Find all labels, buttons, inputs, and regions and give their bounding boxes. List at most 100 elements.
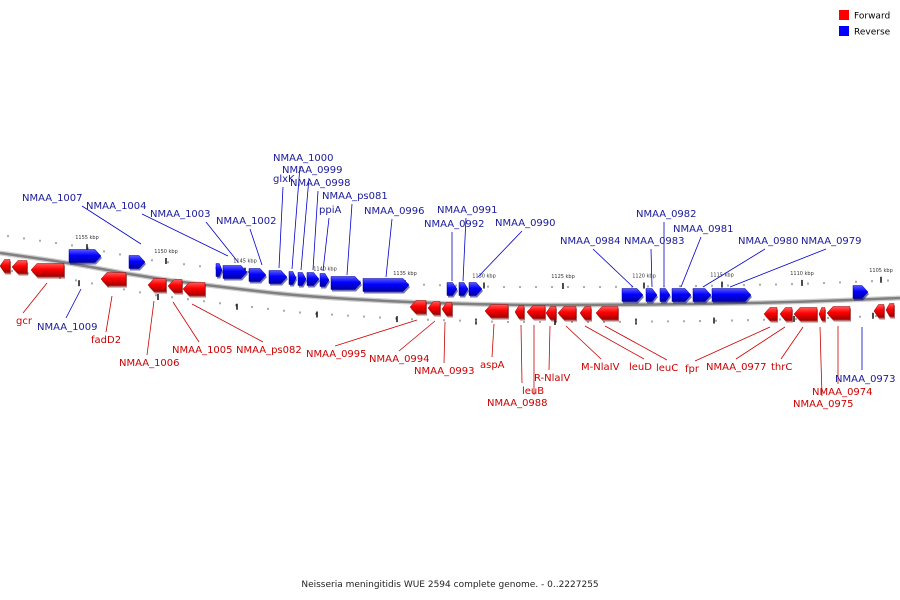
gene-label[interactable]: NMAA_1007	[22, 193, 83, 204]
gene-label[interactable]: NMAA_1000	[273, 153, 334, 164]
tick-label: 1120 kbp	[632, 274, 656, 280]
gene-label[interactable]: NMAA_0994	[369, 354, 430, 365]
gene-label[interactable]: NMAA_0973	[835, 374, 896, 385]
reverse-gene-arrow[interactable]	[306, 272, 320, 286]
legend-label-forward: Forward	[854, 12, 890, 22]
gene-label[interactable]: NMAA_0999	[282, 165, 343, 176]
forward-leader-line	[443, 321, 446, 364]
reverse-gene-arrow[interactable]	[446, 282, 458, 296]
gene-label[interactable]: fpr	[685, 364, 700, 375]
gene-label[interactable]: NMAA_0990	[495, 218, 556, 229]
forward-gene-arrow[interactable]	[763, 307, 778, 321]
gene-label[interactable]: NMAA_1003	[150, 209, 211, 220]
forward-gene-arrow[interactable]	[409, 300, 427, 314]
gene-label[interactable]: leuB	[522, 386, 544, 397]
reverse-gene-arrow[interactable]	[222, 265, 248, 279]
reverse-gene-arrow[interactable]	[645, 288, 658, 302]
reverse-gene-arrow[interactable]	[215, 263, 223, 277]
reverse-gene-arrow[interactable]	[68, 249, 102, 263]
forward-gene-arrow[interactable]	[885, 303, 895, 317]
gene-label[interactable]: NMAA_0998	[290, 178, 351, 189]
forward-gene-arrow[interactable]	[545, 306, 557, 320]
gene-label[interactable]: NMAA_0991	[437, 205, 498, 216]
genome-caption: Neisseria meningitidis WUE 2594 complete…	[301, 580, 598, 590]
forward-gene-arrow[interactable]	[818, 307, 826, 321]
gene-label[interactable]: NMAA_0992	[424, 219, 485, 230]
reverse-gene-arrow[interactable]	[297, 272, 307, 286]
reverse-leader-line	[65, 288, 82, 319]
forward-gene-arrow[interactable]	[514, 305, 525, 319]
reverse-gene-arrow[interactable]	[711, 288, 752, 302]
gene-label[interactable]: NMAA_0983	[624, 236, 685, 247]
forward-gene-arrow[interactable]	[441, 302, 453, 316]
gene-label[interactable]: gcr	[16, 316, 33, 327]
gene-label[interactable]: NMAA_0979	[801, 236, 862, 247]
forward-gene-arrow[interactable]	[484, 304, 509, 318]
reverse-gene-arrow[interactable]	[268, 270, 288, 284]
forward-gene-arrow[interactable]	[826, 306, 851, 320]
forward-gene-arrow[interactable]	[779, 307, 793, 321]
gene-label[interactable]: leuC	[656, 363, 678, 374]
gene-label[interactable]: NMAA_0995	[306, 349, 367, 360]
reverse-gene-arrow[interactable]	[128, 255, 146, 269]
forward-leader-line	[780, 326, 804, 360]
gene-label[interactable]: ppiA	[319, 205, 341, 216]
gene-label[interactable]: NMAA_0980	[738, 236, 799, 247]
legend-swatch-forward	[839, 10, 849, 20]
gene-label[interactable]: NMAA_1004	[86, 201, 147, 212]
gene-label[interactable]: M-NlaIV	[581, 362, 620, 373]
reverse-leader-line	[592, 248, 634, 288]
reverse-gene-arrow[interactable]	[852, 285, 869, 299]
gene-label[interactable]: NMAA_1009	[37, 322, 98, 333]
reverse-gene-arrow[interactable]	[458, 282, 469, 296]
gene-label[interactable]: NMAA_0981	[673, 224, 734, 235]
gene-label[interactable]: fadD2	[91, 335, 121, 346]
reverse-gene-arrow[interactable]	[330, 276, 362, 290]
reverse-gene-arrow[interactable]	[671, 288, 692, 302]
forward-gene-arrow[interactable]	[873, 304, 885, 318]
gene-label[interactable]: NMAA_0977	[706, 362, 767, 373]
reverse-gene-arrow[interactable]	[692, 288, 712, 302]
reverse-gene-arrow[interactable]	[248, 268, 267, 282]
gene-label[interactable]: aspA	[480, 360, 505, 371]
gene-label[interactable]: NMAA_0974	[812, 387, 873, 398]
gene-label[interactable]: NMAA_0975	[793, 399, 854, 410]
reverse-gene-arrow[interactable]	[362, 278, 410, 292]
reverse-gene-arrow[interactable]	[288, 271, 297, 285]
forward-gene-arrow[interactable]	[427, 301, 441, 315]
gene-label[interactable]: NMAA_ps082	[236, 345, 302, 356]
forward-gene-arrow[interactable]	[147, 278, 167, 292]
forward-gene-arrow[interactable]	[30, 263, 65, 277]
gene-label[interactable]: R-NlaIV	[534, 373, 570, 384]
gene-label[interactable]: NMAA_0996	[364, 206, 425, 217]
forward-gene-arrow[interactable]	[167, 279, 183, 293]
reverse-gene-arrow[interactable]	[468, 282, 483, 296]
forward-gene-arrow[interactable]	[557, 306, 577, 320]
forward-gene-arrow[interactable]	[0, 259, 11, 273]
gene-label[interactable]: NMAA_0984	[560, 236, 621, 247]
reverse-gene-arrow[interactable]	[659, 288, 671, 302]
reverse-gene-arrow[interactable]	[621, 288, 644, 302]
forward-gene-arrow[interactable]	[595, 306, 619, 320]
forward-gene-arrow[interactable]	[100, 272, 127, 286]
gene-label[interactable]: NMAA_ps081	[322, 191, 388, 202]
forward-gene-arrow[interactable]	[793, 307, 818, 321]
gene-label[interactable]: NMAA_0988	[487, 398, 548, 409]
reverse-leader-line	[650, 248, 653, 288]
forward-leader-line	[491, 323, 495, 358]
gene-label[interactable]: NMAA_0982	[636, 209, 697, 220]
tick-label: 1150 kbp	[154, 249, 178, 255]
gene-label[interactable]: glxK	[273, 174, 295, 185]
reverse-gene-arrow[interactable]	[319, 273, 330, 287]
gene-label[interactable]: thrC	[771, 362, 792, 373]
gene-label[interactable]: NMAA_0993	[414, 366, 475, 377]
gene-label[interactable]: leuD	[629, 362, 652, 373]
reverse-leader-line	[249, 228, 263, 266]
forward-gene-arrow[interactable]	[11, 260, 28, 274]
forward-gene-arrow[interactable]	[182, 282, 206, 296]
gene-label[interactable]: NMAA_1002	[216, 216, 277, 227]
forward-gene-arrow[interactable]	[526, 305, 546, 319]
forward-gene-arrow[interactable]	[579, 306, 592, 320]
gene-label[interactable]: NMAA_1006	[119, 358, 180, 369]
gene-label[interactable]: NMAA_1005	[172, 345, 233, 356]
